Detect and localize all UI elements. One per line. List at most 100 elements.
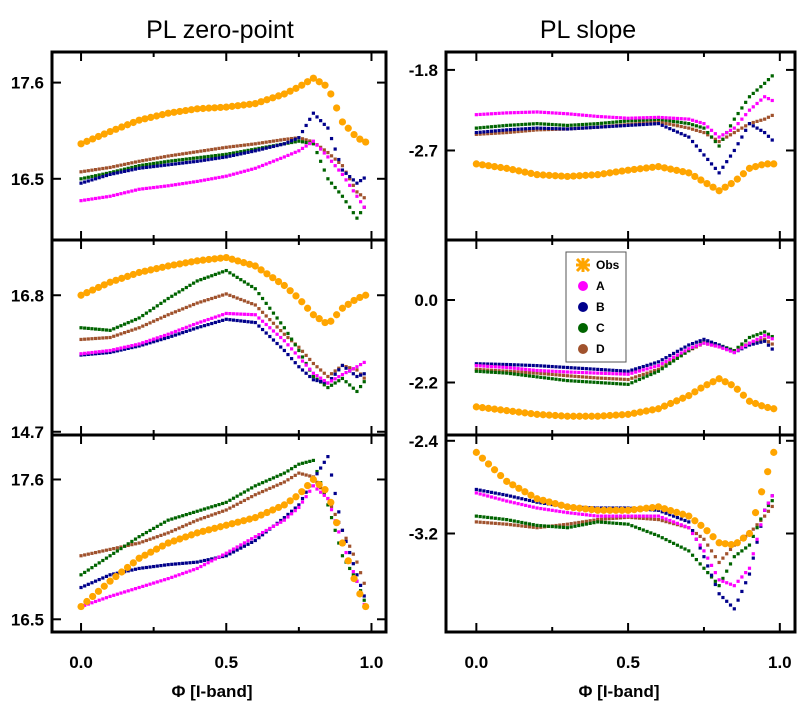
legend-label-D: D [596,342,605,356]
data-point [592,125,596,130]
data-point [727,381,735,389]
data-point [474,487,478,492]
data-point [721,540,729,548]
data-point [322,151,326,155]
data-point [668,521,672,525]
data-point [501,371,505,375]
data-point [588,513,592,517]
data-point [112,348,116,352]
data-point [626,377,630,382]
data-point [213,315,217,319]
data-point [569,172,578,180]
data-point [260,327,265,332]
data-point [690,123,695,127]
data-point [474,130,478,135]
data-point [94,283,103,292]
data-point [275,325,279,329]
data-point [242,169,247,173]
data-point [260,310,265,314]
data-point [758,402,766,410]
data-point [199,564,203,569]
data-point [501,128,505,132]
data-point [152,164,156,169]
data-point [747,343,752,347]
data-point [358,179,363,183]
data-point [751,162,760,171]
data-point [563,412,571,420]
data-point [508,494,513,498]
data-point [322,378,326,383]
data-point [645,363,649,367]
data-point [611,372,615,376]
data-point [497,471,505,480]
data-point [271,139,276,143]
data-point [717,345,721,349]
data-point [565,365,569,370]
data-point [573,524,577,528]
data-point [191,281,196,285]
data-point [166,577,170,581]
data-point [512,363,516,367]
data-point [350,296,358,305]
data-point [577,113,581,117]
data-point [358,384,363,389]
data-point [531,128,535,132]
data-point [543,369,547,373]
data-point [362,602,370,611]
data-point [217,314,221,318]
data-point [152,526,156,531]
data-point [101,166,105,171]
y-tick-label: -3.2 [409,525,438,544]
data-point [713,582,717,587]
data-point [740,106,744,110]
data-point [751,124,755,128]
data-point [584,126,588,130]
data-point [551,500,559,508]
data-point [668,127,672,131]
data-point [766,335,771,339]
data-point [694,144,698,148]
data-point [474,520,478,524]
data-point [694,119,698,123]
data-point [199,527,207,535]
data-point [672,123,676,127]
data-point [577,366,581,370]
data-point [333,164,337,168]
data-point [550,377,554,381]
data-point [112,551,116,555]
data-point [271,485,276,489]
data-point [672,351,676,356]
data-point [577,370,581,375]
data-point [130,168,134,172]
data-point [155,304,159,308]
data-point [191,322,196,327]
data-point [717,144,721,148]
data-point [740,589,744,594]
data-point [112,125,120,133]
data-point [260,147,265,151]
data-point [558,509,562,514]
data-point [751,534,755,538]
data-point [539,126,543,130]
data-point [497,517,501,521]
data-point [531,363,535,368]
data-point [611,377,615,381]
data-point [170,311,174,315]
data-point [594,171,602,179]
data-point [246,312,250,317]
data-point [242,541,247,545]
data-point [242,149,247,153]
data-point [290,509,294,513]
data-point [119,346,123,350]
data-point [626,123,630,128]
legend-label-B: B [596,300,605,314]
data-point [512,123,516,127]
data-point [634,118,638,123]
data-point [512,127,516,132]
data-point [195,279,199,283]
data-point [489,129,494,133]
data-point [188,283,192,287]
data-point [770,138,774,142]
data-point [141,159,145,163]
data-point [508,363,513,367]
